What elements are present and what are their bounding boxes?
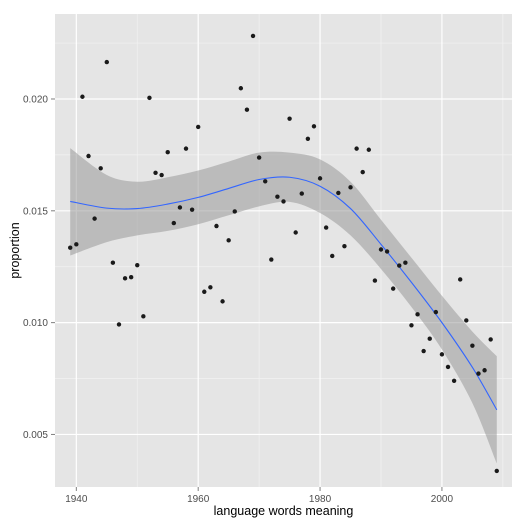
data-point: [232, 209, 237, 214]
data-point: [104, 59, 109, 65]
data-point: [281, 199, 286, 204]
data-point: [110, 260, 116, 265]
data-point: [470, 343, 475, 348]
data-point: [378, 247, 384, 252]
data-point: [403, 260, 408, 265]
x-axis-ticks: 1940 1960 1980 2000: [65, 487, 453, 505]
data-point: [427, 336, 432, 341]
data-point: [214, 223, 219, 229]
data-point: [275, 194, 280, 199]
data-point: [220, 299, 225, 304]
data-point: [74, 242, 79, 247]
data-point: [372, 278, 378, 283]
data-point: [458, 277, 463, 282]
data-point: [92, 216, 97, 221]
y-tick-label: 0.010: [23, 318, 48, 329]
data-point: [159, 172, 164, 178]
data-point: [208, 285, 213, 290]
data-point: [153, 170, 158, 175]
data-point: [476, 371, 481, 376]
data-point: [128, 275, 134, 280]
data-point: [330, 253, 335, 259]
data-point: [421, 348, 426, 354]
x-tick-label: 2000: [431, 494, 454, 505]
data-point: [482, 368, 487, 373]
data-point: [390, 286, 396, 291]
data-point: [305, 136, 311, 141]
data-point: [287, 116, 292, 121]
y-tick-label: 0.015: [23, 206, 48, 217]
data-point: [263, 179, 268, 184]
x-tick-label: 1940: [65, 494, 88, 505]
y-tick-label: 0.020: [23, 94, 48, 105]
data-point: [311, 124, 317, 129]
data-point: [293, 230, 298, 235]
data-point: [244, 107, 250, 112]
data-point: [147, 95, 152, 101]
data-point: [171, 220, 177, 226]
x-tick-label: 1960: [187, 494, 210, 505]
data-point: [433, 309, 439, 315]
data-point: [189, 207, 195, 212]
data-point: [98, 166, 103, 171]
data-point: [494, 468, 499, 474]
data-point: [451, 378, 457, 383]
data-point: [409, 323, 414, 328]
data-point: [256, 155, 262, 160]
data-point: [397, 263, 402, 268]
data-point: [342, 243, 347, 249]
data-point: [384, 249, 390, 254]
data-point: [269, 257, 274, 262]
smooth-trend-line: [70, 176, 498, 411]
data-point: [122, 276, 128, 281]
data-point: [360, 169, 365, 175]
data-point: [141, 314, 146, 319]
plot-panel: [55, 14, 512, 487]
data-point: [415, 312, 420, 317]
data-point: [165, 150, 170, 155]
data-point: [226, 238, 231, 243]
y-axis-ticks: 0.005 0.010 0.015 0.020: [23, 94, 55, 441]
data-point: [366, 147, 372, 152]
data-point: [195, 124, 201, 130]
y-tick-label: 0.005: [23, 430, 48, 441]
data-point: [299, 191, 304, 196]
data-point: [135, 262, 140, 268]
data-point: [445, 364, 451, 370]
data-point: [336, 190, 341, 196]
data-point: [317, 176, 323, 181]
data-point: [202, 289, 207, 294]
y-axis-title: proportion: [8, 222, 22, 278]
data-points: [68, 33, 499, 474]
data-point: [250, 33, 256, 39]
data-point: [80, 94, 85, 99]
data-point: [177, 205, 183, 210]
data-point: [464, 318, 469, 323]
x-tick-label: 1980: [309, 494, 332, 505]
data-point: [238, 86, 244, 91]
data-point: [183, 146, 189, 151]
data-point: [348, 185, 353, 190]
data-point: [488, 337, 493, 342]
x-axis-title: language words meaning: [214, 504, 354, 518]
data-point: [439, 352, 445, 357]
data-point: [323, 225, 329, 230]
data-point: [86, 153, 91, 159]
confidence-band: [70, 148, 497, 464]
data-point: [116, 322, 122, 327]
data-point: [354, 146, 359, 151]
data-point: [68, 245, 73, 250]
